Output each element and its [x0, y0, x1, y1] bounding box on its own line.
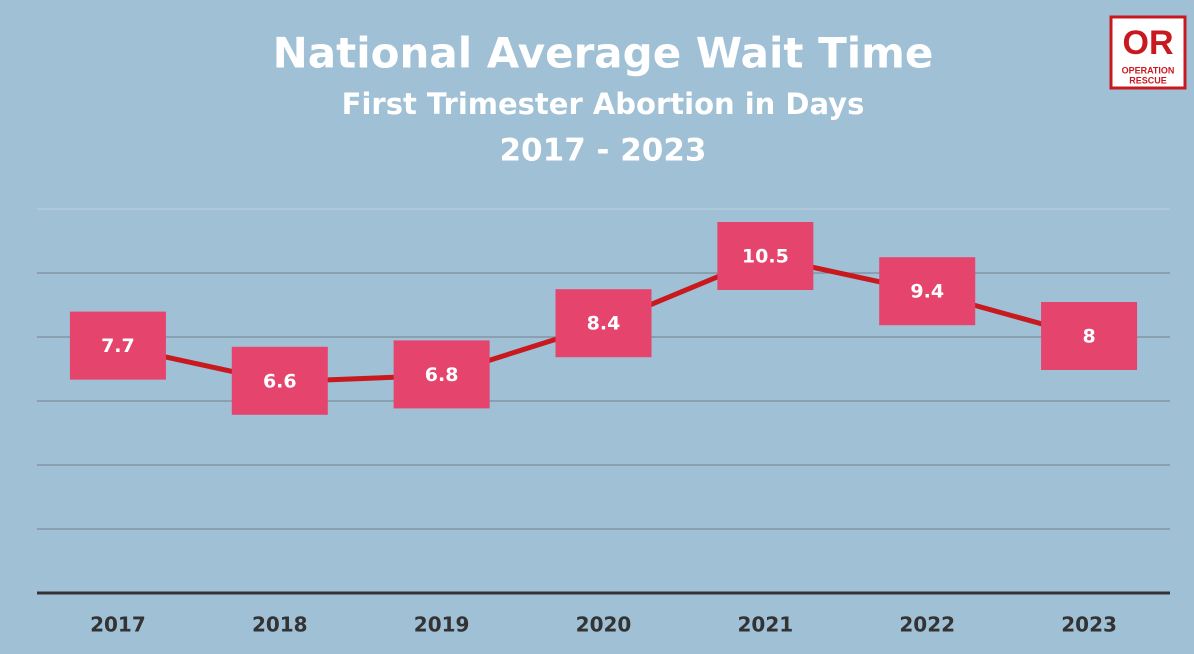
logo-text: OPERATION	[1122, 65, 1175, 75]
value-box	[1041, 302, 1138, 370]
x-tick-label: 2017	[90, 613, 146, 637]
chart-period: 2017 - 2023	[499, 133, 706, 169]
x-tick-label: 2021	[738, 613, 794, 637]
logo: OR OPERATION RESCUE	[1109, 15, 1187, 90]
value-box	[231, 346, 328, 415]
value-box	[717, 222, 814, 290]
value-label: 9.4	[910, 281, 944, 303]
chart-title: National Average Wait Time	[273, 29, 934, 78]
value-label: 6.8	[425, 364, 459, 386]
value-label: 8.4	[587, 313, 621, 335]
logo-mark: OR	[1123, 24, 1174, 62]
value-label: 7.7	[101, 335, 135, 357]
logo-frame	[1109, 15, 1187, 90]
value-label: 6.6	[263, 370, 297, 392]
x-tick-label: 2023	[1061, 613, 1117, 637]
value-box	[879, 257, 976, 326]
x-tick-label: 2018	[252, 613, 308, 637]
value-box	[393, 340, 490, 409]
value-box	[555, 289, 652, 358]
x-tick-label: 2020	[576, 613, 632, 637]
value-label: 8	[1082, 326, 1095, 348]
x-tick-label: 2019	[414, 613, 470, 637]
value-box	[69, 311, 166, 380]
value-label: 10.5	[742, 246, 789, 268]
x-tick-label: 2022	[899, 613, 955, 637]
chart-subtitle: First Trimester Abortion in Days	[342, 87, 865, 121]
logo-text: RESCUE	[1129, 75, 1167, 85]
